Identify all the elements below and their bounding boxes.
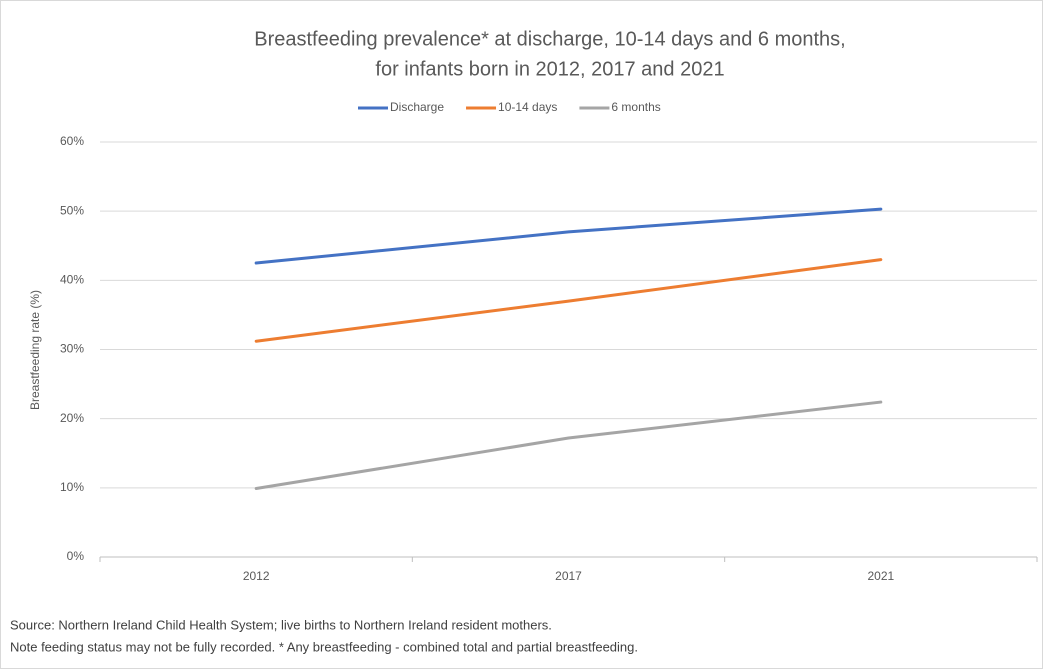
y-tick-label: 10% bbox=[60, 480, 84, 494]
chart-title: for infants born in 2012, 2017 and 2021 bbox=[375, 58, 724, 80]
series-line bbox=[254, 207, 883, 265]
x-tick-label: 2012 bbox=[243, 569, 270, 583]
x-tick-label: 2021 bbox=[867, 569, 894, 583]
note: Source: Northern Ireland Child Health Sy… bbox=[10, 617, 552, 632]
y-axis-label: Breastfeeding rate (%) bbox=[28, 290, 42, 410]
y-tick-label: 50% bbox=[60, 203, 84, 217]
y-tick-label: 30% bbox=[60, 342, 84, 356]
legend-label: Discharge bbox=[390, 100, 444, 114]
y-tick-label: 40% bbox=[60, 273, 84, 287]
series-line bbox=[254, 400, 883, 491]
x-tick-label: 2017 bbox=[555, 569, 582, 583]
legend-label: 6 months bbox=[611, 100, 660, 114]
y-tick-label: 20% bbox=[60, 411, 84, 425]
series-line bbox=[254, 258, 883, 343]
y-tick-label: 0% bbox=[67, 549, 85, 563]
note: Note feeding status may not be fully rec… bbox=[10, 639, 638, 654]
legend-label: 10-14 days bbox=[498, 100, 557, 114]
y-tick-label: 60% bbox=[60, 134, 84, 148]
chart-title: Breastfeeding prevalence* at discharge, … bbox=[254, 28, 845, 50]
